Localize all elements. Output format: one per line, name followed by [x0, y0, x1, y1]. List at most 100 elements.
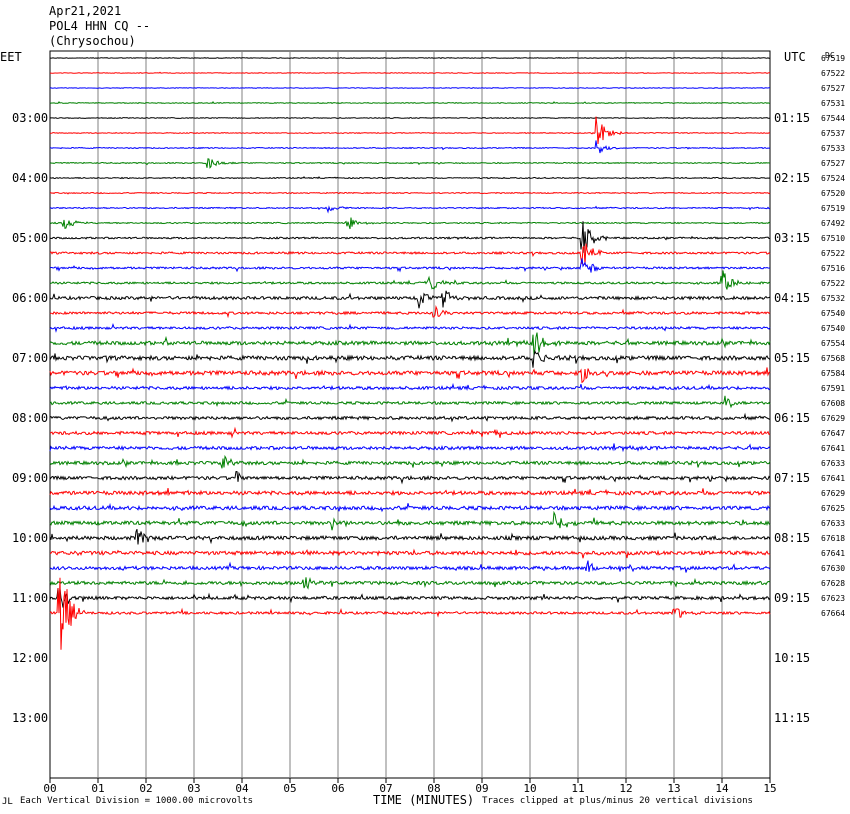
dc-value-label: 67533: [821, 144, 845, 153]
trace-row: [49, 290, 771, 309]
dc-value-label: 67641: [821, 444, 845, 453]
dc-value-label: 67522: [821, 249, 845, 258]
trace-row: [49, 87, 770, 89]
dc-value-label: 67618: [821, 534, 845, 543]
x-tick-label: 10: [523, 782, 536, 795]
grid: [49, 50, 771, 779]
dc-value-label: 67608: [821, 399, 845, 408]
trace-row: [49, 140, 771, 154]
trace-row: [49, 412, 771, 423]
trace-row: [50, 191, 771, 195]
trace-row: [49, 510, 771, 531]
trace-row: [50, 71, 770, 74]
trace-row: [49, 395, 771, 409]
dc-value-label: 67492: [821, 219, 845, 228]
trace-row: [49, 304, 771, 319]
x-tick-label: 00: [43, 782, 56, 795]
left-hour-label: 08:00: [12, 411, 48, 425]
x-tick-label: 05: [283, 782, 296, 795]
x-tick-label: 13: [667, 782, 680, 795]
trace-row: [49, 488, 771, 497]
left-hour-label: 03:00: [12, 111, 48, 125]
x-tick-label: 09: [475, 782, 488, 795]
trace-row: [50, 56, 771, 59]
right-hour-label: 11:15: [774, 711, 810, 725]
dc-value-label: 67519: [821, 54, 845, 63]
trace-row: [49, 322, 771, 333]
dc-value-label: 67540: [821, 324, 845, 333]
dc-value-label: 67630: [821, 564, 845, 573]
trace-row: [49, 270, 771, 290]
x-tick-label: 12: [619, 782, 632, 795]
trace-row: [49, 587, 771, 608]
left-timezone-label: EET: [0, 50, 22, 64]
trace-row: [49, 158, 771, 169]
trace-row: [49, 205, 770, 214]
scale-note: Each Vertical Division = 1000.00 microvo…: [20, 796, 253, 806]
right-hour-label: 03:15: [774, 231, 810, 245]
trace-row: [49, 577, 771, 590]
dc-value-label: 67647: [821, 429, 845, 438]
x-tick-label: 11: [571, 782, 584, 795]
trace-row: [49, 176, 771, 180]
trace-row: [49, 577, 771, 650]
dc-value-label: 67554: [821, 339, 845, 348]
station-label: POL4 HHN CQ --: [49, 19, 151, 33]
dc-value-label: 67522: [821, 279, 845, 288]
x-tick-label: 15: [763, 782, 776, 795]
left-hour-label: 11:00: [12, 591, 48, 605]
left-hour-label: 10:00: [12, 531, 48, 545]
dc-value-label: 67537: [821, 129, 845, 138]
trace-row: [49, 243, 771, 265]
dc-value-label: 67531: [821, 99, 845, 108]
left-hour-label: 05:00: [12, 231, 48, 245]
right-hour-label: 07:15: [774, 471, 810, 485]
trace-row: [49, 217, 771, 230]
dc-value-label: 67516: [821, 264, 845, 273]
trace-row: [49, 349, 771, 368]
right-hour-label: 10:15: [774, 651, 810, 665]
trace-row: [49, 426, 771, 439]
left-hour-label: 04:00: [12, 171, 48, 185]
right-hour-label: 05:15: [774, 351, 810, 365]
left-hour-label: 13:00: [12, 711, 48, 725]
dc-value-label: 67527: [821, 84, 845, 93]
left-hour-label: 09:00: [12, 471, 48, 485]
axis-labels: 00 01 02 03 04 05 06 07 08 09 10 11 12 13 14 15 EET UTC DC…: [0, 50, 845, 795]
dc-value-label: 67510: [821, 234, 845, 243]
trace-row: [49, 454, 771, 469]
dc-value-label: 67633: [821, 519, 845, 528]
trace-row: [49, 116, 771, 120]
clip-note: Traces clipped at plus/minus 20 vertical…: [482, 796, 753, 806]
x-tick-label: 03: [187, 782, 200, 795]
right-hour-label: 08:15: [774, 531, 810, 545]
dc-value-label: 67540: [821, 309, 845, 318]
plot-frame: [49, 50, 771, 779]
trace-row: [49, 367, 771, 384]
date-label: Apr21,2021: [49, 4, 122, 18]
x-tick-label: 06: [331, 782, 344, 795]
x-axis-label: TIME (MINUTES): [373, 793, 475, 807]
dc-value-label: 67524: [821, 174, 845, 183]
right-hour-label: 04:15: [774, 291, 810, 305]
dc-value-label: 67520: [821, 189, 845, 198]
right-hour-label: 01:15: [774, 111, 810, 125]
corner-mark: JL: [2, 797, 13, 807]
trace-row: [49, 560, 771, 573]
dc-value-label: 67625: [821, 504, 845, 513]
right-timezone-label: UTC: [784, 50, 806, 64]
trace-row: [49, 443, 771, 453]
x-tick-label: 14: [715, 782, 729, 795]
x-tick-label: 07: [379, 782, 392, 795]
dc-value-label: 67629: [821, 489, 845, 498]
dc-label: DC: [825, 51, 835, 60]
x-tick-label: 01: [91, 782, 104, 795]
dc-value-label: 67629: [821, 414, 845, 423]
left-hour-label: 12:00: [12, 651, 48, 665]
trace-row: [49, 529, 771, 545]
x-tick-label: 08: [427, 782, 440, 795]
dc-value-label: 67522: [821, 69, 845, 78]
dc-value-label: 67628: [821, 579, 845, 588]
trace-row: [49, 258, 771, 273]
